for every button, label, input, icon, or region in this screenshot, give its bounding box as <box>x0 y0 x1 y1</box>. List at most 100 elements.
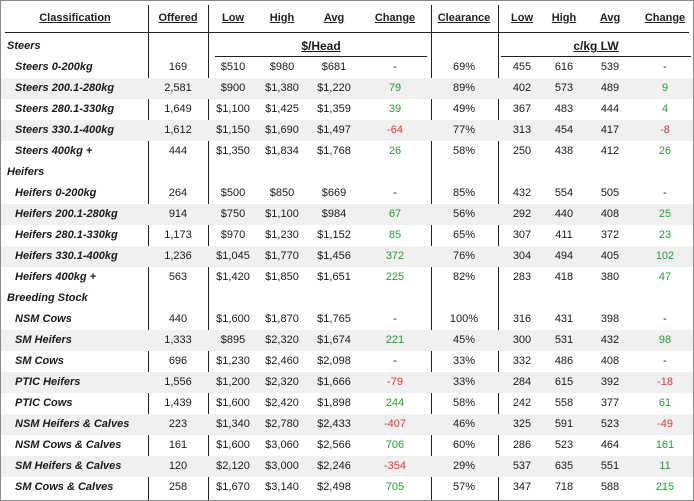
cell-change2: 98 <box>658 334 672 346</box>
cell-low: $1,420 <box>216 271 250 283</box>
cell-low2: 325 <box>512 418 532 430</box>
cell-low: $1,600 <box>216 313 250 325</box>
cell-low: $1,340 <box>216 418 250 430</box>
cell-offered: 696 <box>168 355 188 367</box>
section-header-row: Heifers <box>1 162 693 183</box>
cell-high: $1,230 <box>265 229 299 241</box>
table-row: Heifers 330.1-400kg 1,236 $1,045 $1,770 $1,4… <box>1 246 693 267</box>
cell-avg2: 372 <box>600 229 620 241</box>
table-row: SM Cows & Calves 258 $1,670 $3,140 $2,498 705… <box>1 477 693 498</box>
cell-offered: 1,649 <box>164 103 192 115</box>
cell-clearance: 33% <box>452 376 476 388</box>
cell-avg2: 405 <box>600 250 620 262</box>
cell-high: $2,320 <box>265 376 299 388</box>
row-label: Steers 280.1-330kg <box>15 103 115 115</box>
cell-avg: $1,359 <box>317 103 351 115</box>
cell-avg2: 523 <box>600 418 620 430</box>
unit-underline <box>501 56 691 57</box>
cell-change: 244 <box>385 397 405 409</box>
cell-high: $2,420 <box>265 397 299 409</box>
cell-clearance: 46% <box>452 418 476 430</box>
cell-clearance: 60% <box>452 439 476 451</box>
cell-clearance: 29% <box>452 460 476 472</box>
cell-clearance: 65% <box>452 229 476 241</box>
cell-avg2: 417 <box>600 124 620 136</box>
cell-clearance: 49% <box>452 103 476 115</box>
cell-avg: $2,246 <box>317 460 351 472</box>
cell-change: - <box>393 187 397 199</box>
cell-change2: 11 <box>659 460 671 472</box>
table-row: Heifers 200.1-280kg 914 $750 $1,100 $984 67 56… <box>1 204 693 225</box>
cell-offered: 563 <box>168 271 188 283</box>
cell-change2: -49 <box>657 418 673 430</box>
cell-high: $3,000 <box>265 460 299 472</box>
cell-high: $1,834 <box>265 145 299 157</box>
header-classification: Classification <box>39 12 111 24</box>
header-rule <box>5 32 689 33</box>
cell-change: 79 <box>388 82 402 94</box>
cell-clearance: 76% <box>452 250 476 262</box>
row-label: Steers 0-200kg <box>15 61 93 73</box>
table-row: PTIC Heifers 1,556 $1,200 $2,320 $1,666 -79 33… <box>1 372 693 393</box>
header-high-cpkg: High <box>551 12 577 24</box>
table-row: NSM Cows & Calves 161 $1,600 $3,060 $2,566 70… <box>1 435 693 456</box>
cell-change2: -8 <box>660 124 670 136</box>
cell-low2: 313 <box>512 124 532 136</box>
table-row: Steers 200.1-280kg 2,581 $900 $1,380 $1,220 7… <box>1 78 693 99</box>
cell-change: -79 <box>387 376 403 388</box>
cell-avg2: 408 <box>600 208 620 220</box>
table-row: Heifers 400kg + 563 $1,420 $1,850 $1,651 225 8… <box>1 267 693 288</box>
cell-low2: 304 <box>512 250 532 262</box>
cell-change: 39 <box>388 103 402 115</box>
row-label: Steers 200.1-280kg <box>15 82 115 94</box>
cell-low2: 284 <box>512 376 532 388</box>
cell-avg: $1,765 <box>317 313 351 325</box>
row-label: Steers 330.1-400kg <box>15 124 115 136</box>
cell-high: $1,380 <box>265 82 299 94</box>
cell-high2: 591 <box>554 418 574 430</box>
cell-avg2: 464 <box>600 439 620 451</box>
row-label: Heifers 280.1-330kg <box>15 229 118 241</box>
section-title: Steers <box>7 40 41 52</box>
cell-offered: 1,612 <box>164 124 192 136</box>
cell-offered: 1,173 <box>164 229 192 241</box>
cell-change2: 215 <box>655 481 675 493</box>
cell-change2: 47 <box>658 271 672 283</box>
cell-low2: 367 <box>512 103 532 115</box>
table-row: SM Heifers 1,333 $895 $2,320 $1,674 221 45% 300… <box>1 330 693 351</box>
cell-low2: 316 <box>512 313 532 325</box>
row-label: SM Cows <box>15 355 64 367</box>
cell-change2: 61 <box>658 397 672 409</box>
cell-offered: 440 <box>168 313 188 325</box>
cell-avg: $2,498 <box>317 481 351 493</box>
cell-high: $2,460 <box>265 355 299 367</box>
table-row: Steers 280.1-330kg 1,649 $1,100 $1,425 $1,35… <box>1 99 693 120</box>
cell-change2: 23 <box>658 229 672 241</box>
cell-low: $895 <box>220 334 246 346</box>
cell-high: $2,320 <box>265 334 299 346</box>
cell-avg2: 398 <box>600 313 620 325</box>
row-label: Heifers 400kg + <box>15 271 97 283</box>
cell-high2: 554 <box>554 187 574 199</box>
cell-avg2: 377 <box>600 397 620 409</box>
section-header-row: Steers $/Head c/kg LW <box>1 36 693 57</box>
cell-avg: $681 <box>321 61 347 73</box>
row-label: NSM Heifers & Calves <box>15 418 130 430</box>
cell-high: $850 <box>269 187 295 199</box>
table-row: Steers 0-200kg 169 $510 $980 $681 - 69% 455 616 5… <box>1 57 693 78</box>
cell-clearance: 89% <box>452 82 476 94</box>
header-high: High <box>269 12 295 24</box>
cell-high: $1,770 <box>265 250 299 262</box>
cell-avg: $2,566 <box>317 439 351 451</box>
row-label: NSM Cows & Calves <box>15 439 122 451</box>
row-label: SM Heifers <box>15 334 72 346</box>
row-label: Heifers 330.1-400kg <box>15 250 118 262</box>
cell-clearance: 58% <box>452 397 476 409</box>
table-row: NSM Heifers & Calves 223 $1,340 $2,780 $2,43… <box>1 414 693 435</box>
cell-avg2: 432 <box>600 334 620 346</box>
cell-avg2: 412 <box>600 145 620 157</box>
cell-high: $1,850 <box>265 271 299 283</box>
cell-clearance: 45% <box>452 334 476 346</box>
cell-low: $1,350 <box>216 145 250 157</box>
